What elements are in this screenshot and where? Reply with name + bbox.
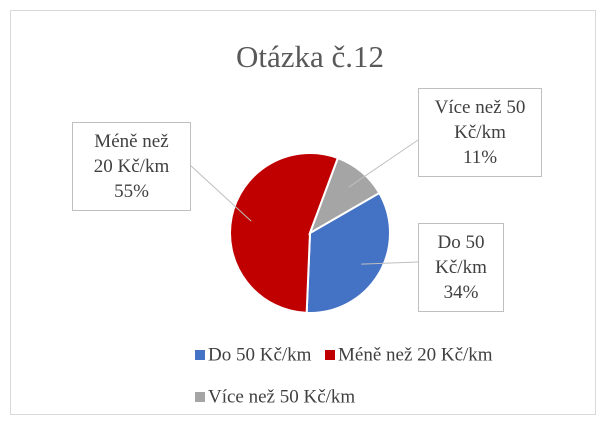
- legend-label: Do 50 Kč/km: [208, 344, 312, 365]
- legend-marker: [325, 350, 335, 360]
- pie-slice: [229, 152, 340, 314]
- label-value: 55%: [114, 181, 149, 202]
- data-label: Do 50 Kč/km 34%: [418, 223, 504, 312]
- label-category: Více než 50 Kč/km: [434, 97, 526, 143]
- label-value: 11%: [462, 147, 498, 168]
- leader-line: [189, 164, 252, 222]
- legend-marker: [195, 350, 205, 360]
- label-category: Méně než 20 Kč/km: [93, 131, 170, 177]
- legend-label: Méně než 20 Kč/km: [338, 344, 493, 365]
- label-category: Do 50 Kč/km: [435, 232, 487, 278]
- leader-line: [361, 261, 419, 265]
- label-value: 34%: [443, 282, 479, 303]
- data-label: Méně než 20 Kč/km 55%: [72, 122, 191, 211]
- legend-marker: [195, 392, 205, 402]
- pie-slice: [308, 156, 381, 236]
- chart-title: Otázka č.12: [236, 39, 384, 74]
- legend-label: Více než 50 Kč/km: [208, 386, 355, 407]
- leader-line: [348, 139, 419, 188]
- data-label: Více než 50 Kč/km 11%: [418, 88, 542, 177]
